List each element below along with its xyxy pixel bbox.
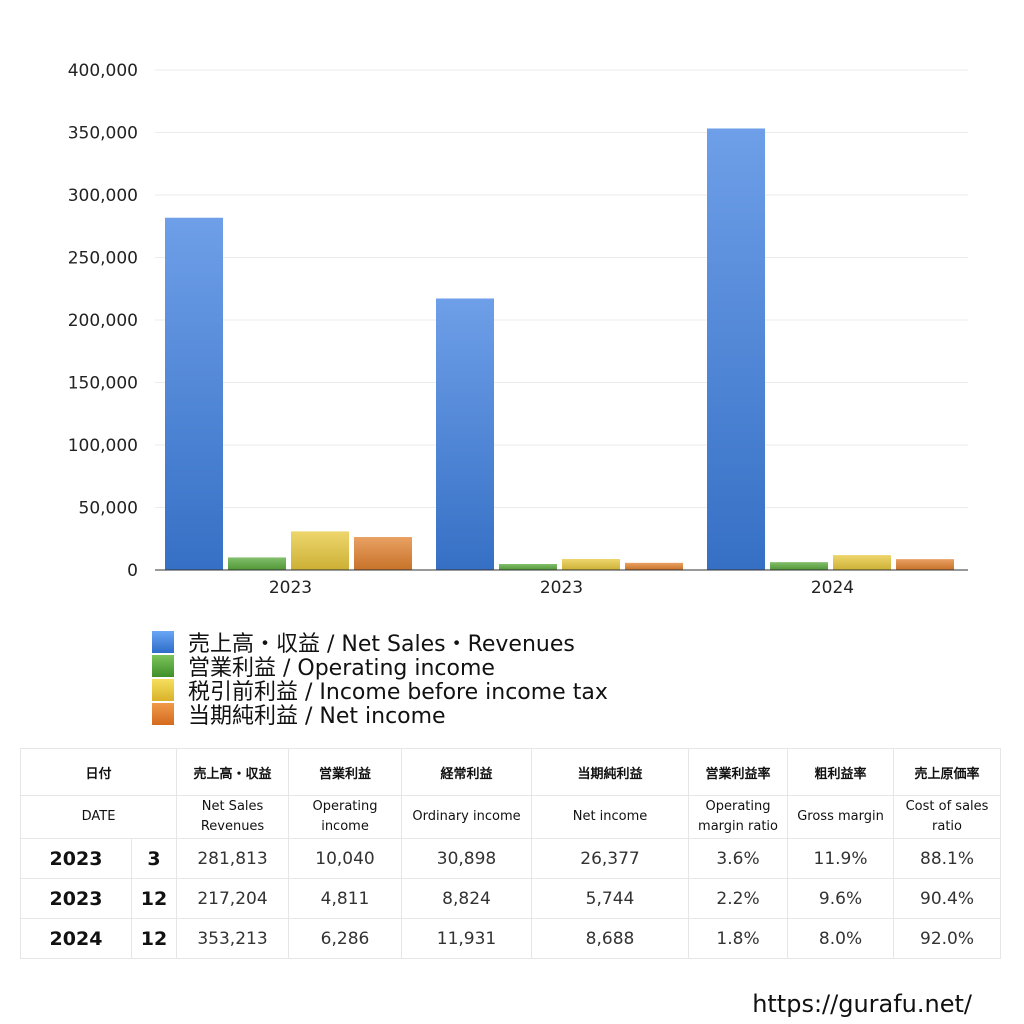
bar-2-2	[833, 555, 891, 570]
bar-0-1	[436, 298, 494, 570]
bar-3-2	[896, 559, 954, 570]
cell-month: 3	[130, 838, 178, 879]
x-tick-labels: 2023 2023 2024	[269, 578, 854, 598]
legend-swatch-sales	[152, 631, 174, 653]
table-row: 2023 12 217,204 4,811 8,824 5,744 2.2% 9…	[20, 878, 1002, 919]
legend-item-net: 当期純利益 / Net income	[152, 702, 608, 729]
header-net-jp: 当期純利益	[531, 748, 690, 796]
cell-cost: 90.4%	[893, 878, 1002, 919]
legend-swatch-pretax	[152, 679, 174, 701]
legend-item-pretax: 税引前利益 / Income before income tax	[152, 678, 608, 705]
header-op-margin-jp: 営業利益率	[688, 748, 789, 796]
header-sales-en: Net Sales Revenues	[176, 795, 290, 839]
cell-sales: 281,813	[176, 838, 290, 879]
bar-2-1	[562, 558, 620, 570]
cell-year: 2024	[20, 918, 132, 959]
y-tick-label: 350,000	[68, 124, 138, 144]
site-url[interactable]: https://gurafu.net/	[752, 990, 972, 1018]
x-tick-label: 2023	[540, 578, 583, 598]
header-date-jp: 日付	[19, 748, 178, 796]
cell-ordinary: 30,898	[401, 838, 533, 879]
y-tick-label: 300,000	[68, 186, 138, 206]
cell-net: 26,377	[531, 838, 690, 879]
header-sales-jp: 売上高・収益	[176, 748, 290, 796]
legend-item-operating: 営業利益 / Operating income	[152, 654, 608, 681]
cell-operating: 10,040	[288, 838, 403, 879]
cell-op-margin: 2.2%	[688, 878, 789, 919]
legend-item-sales: 売上高・収益 / Net Sales・Revenues	[152, 630, 608, 657]
cell-ordinary: 11,931	[401, 918, 533, 959]
cell-gross: 9.6%	[787, 878, 895, 919]
cell-op-margin: 1.8%	[688, 918, 789, 959]
legend-label-net: 当期純利益 / Net income	[188, 704, 446, 729]
cell-year: 2023	[20, 878, 132, 919]
header-gross-en: Gross margin	[787, 795, 895, 839]
cell-net: 5,744	[531, 878, 690, 919]
cell-cost: 88.1%	[893, 838, 1002, 879]
cell-month: 12	[130, 918, 178, 959]
y-tick-label: 100,000	[68, 436, 138, 456]
header-ordinary-jp: 経常利益	[401, 748, 533, 796]
cell-op-margin: 3.6%	[688, 838, 789, 879]
y-tick-label: 200,000	[68, 311, 138, 331]
legend: 売上高・収益 / Net Sales・Revenues 営業利益 / Opera…	[152, 630, 608, 729]
legend-swatch-net	[152, 703, 174, 725]
cell-month: 12	[130, 878, 178, 919]
legend-swatch-operating	[152, 655, 174, 677]
cell-sales: 217,204	[176, 878, 290, 919]
cell-net: 8,688	[531, 918, 690, 959]
y-tick-label: 0	[127, 561, 138, 581]
table-header-en: DATE Net Sales Revenues Operating income O…	[19, 795, 1002, 839]
x-tick-label: 2023	[269, 578, 312, 598]
table-row: 2024 12 353,213 6,286 11,931 8,688 1.8% …	[20, 918, 1002, 959]
bar-1-0	[228, 557, 286, 570]
cell-gross: 8.0%	[787, 918, 895, 959]
cell-gross: 11.9%	[787, 838, 895, 879]
cell-ordinary: 8,824	[401, 878, 533, 919]
header-op-margin-en: Operating margin ratio	[688, 795, 789, 839]
cell-sales: 353,213	[176, 918, 290, 959]
header-operating-en: Operating income	[288, 795, 403, 839]
cell-operating: 4,811	[288, 878, 403, 919]
table-row: 2023 3 281,813 10,040 30,898 26,377 3.6%…	[20, 838, 1002, 879]
bar-chart: 0 50,000 100,000 150,000 200,000 250,000 300,0…	[68, 61, 968, 598]
bar-0-0	[165, 217, 223, 570]
financial-table: 日付 売上高・収益 営業利益 経常利益 当期純利益 営業利益率 粗利益率 売上原…	[19, 748, 1002, 959]
y-tick-label: 400,000	[68, 61, 138, 81]
y-tick-label: 50,000	[79, 499, 138, 519]
y-tick-labels: 0 50,000 100,000 150,000 200,000 250,000 300,0…	[68, 61, 138, 581]
y-tick-label: 150,000	[68, 374, 138, 394]
cell-year: 2023	[20, 838, 132, 879]
bar-1-1	[499, 563, 557, 570]
header-cost-en: Cost of sales ratio	[893, 795, 1002, 839]
bar-1-2	[770, 562, 828, 570]
header-ordinary-en: Ordinary income	[401, 795, 533, 839]
header-operating-jp: 営業利益	[288, 748, 403, 796]
bar-3-0	[354, 537, 412, 570]
bar-2-0	[291, 531, 349, 570]
bar-0-2	[707, 128, 765, 570]
bars	[165, 128, 954, 570]
header-net-en: Net income	[531, 795, 690, 839]
legend-label-operating: 営業利益 / Operating income	[188, 656, 495, 681]
cell-cost: 92.0%	[893, 918, 1002, 959]
header-gross-jp: 粗利益率	[787, 748, 895, 796]
header-date-en: DATE	[19, 795, 178, 839]
cell-operating: 6,286	[288, 918, 403, 959]
y-tick-label: 250,000	[68, 249, 138, 269]
header-cost-jp: 売上原価率	[893, 748, 1002, 796]
x-tick-label: 2024	[811, 578, 854, 598]
gridlines	[155, 69, 968, 508]
legend-label-pretax: 税引前利益 / Income before income tax	[188, 680, 608, 705]
bar-3-1	[625, 562, 683, 570]
legend-label-sales: 売上高・収益 / Net Sales・Revenues	[188, 632, 575, 657]
table-header-jp: 日付 売上高・収益 営業利益 経常利益 当期純利益 営業利益率 粗利益率 売上原…	[19, 748, 1002, 796]
